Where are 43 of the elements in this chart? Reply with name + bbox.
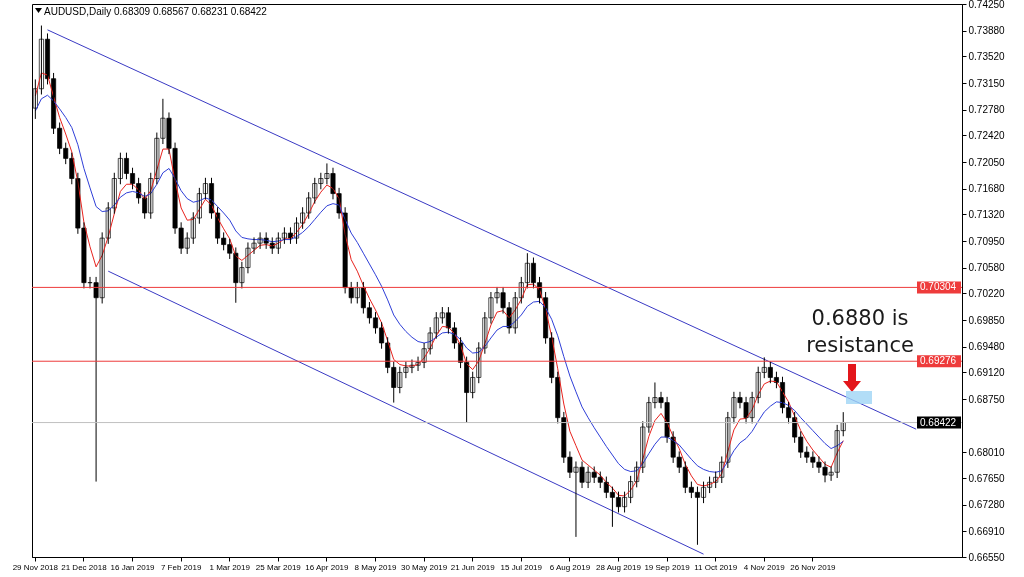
y-tick-label: 0.72050 <box>968 156 1006 168</box>
x-tick-label: 16 Jan 2019 <box>110 562 156 572</box>
x-tick-label: 26 Nov 2019 <box>790 562 837 572</box>
x-tick-label: 4 Nov 2019 <box>743 562 786 572</box>
ref-line-label: 0.69276 <box>920 355 957 367</box>
x-tick-label: 11 Oct 2019 <box>694 562 738 572</box>
y-tick-label: 0.73520 <box>968 50 1006 62</box>
ref-line-label: 0.68422 <box>920 416 957 428</box>
y-tick-label: 0.70950 <box>968 235 1006 247</box>
y-tick-label: 0.73880 <box>968 25 1006 37</box>
x-tick-label: 1 Mar 2019 <box>209 562 251 572</box>
annotation: 0.6880 is resistance <box>806 306 914 357</box>
x-tick-label: 30 May 2019 <box>400 562 448 572</box>
x-tick-label: 29 Nov 2018 <box>12 562 59 572</box>
y-tick-label: 0.70220 <box>968 287 1006 299</box>
y-tick-label: 0.70580 <box>968 262 1006 274</box>
x-tick-label: 21 Dec 2018 <box>61 562 108 572</box>
y-tick-label: 0.74250 <box>968 0 1006 10</box>
y-tick-label: 0.72780 <box>968 104 1006 116</box>
y-tick-label: 0.68750 <box>968 393 1006 405</box>
x-tick-label: 7 Feb 2019 <box>160 562 202 572</box>
x-tick-label: 15 Jul 2019 <box>500 562 543 572</box>
y-tick-label: 0.68010 <box>968 446 1006 458</box>
y-tick-label: 0.69120 <box>968 366 1006 378</box>
chart-title: AUDUSD,Daily 0.68309 0.68567 0.68231 0.68422 <box>44 6 268 17</box>
y-tick-label: 0.72420 <box>968 129 1006 141</box>
y-tick-label: 0.71320 <box>968 208 1006 220</box>
x-tick-label: 8 May 2019 <box>354 562 397 572</box>
y-tick-label: 0.67650 <box>968 472 1006 484</box>
x-tick-label: 19 Sep 2019 <box>644 562 691 572</box>
y-tick-label: 0.66910 <box>968 525 1006 537</box>
y-tick-label: 0.71680 <box>968 183 1006 195</box>
y-tick-label: 0.67280 <box>968 499 1006 511</box>
y-tick-label: 0.69850 <box>968 314 1006 326</box>
x-tick-label: 25 Mar 2019 <box>255 562 302 572</box>
ref-line-label: 0.70304 <box>920 281 957 293</box>
y-tick-label: 0.69480 <box>968 341 1006 353</box>
x-tick-label: 21 Jun 2019 <box>450 562 496 572</box>
x-tick-label: 16 Apr 2019 <box>305 562 350 572</box>
x-tick-label: 28 Aug 2019 <box>596 562 642 572</box>
y-tick-label: 0.73150 <box>968 77 1006 89</box>
x-tick-label: 6 Aug 2019 <box>549 562 591 572</box>
y-tick-label: 0.66550 <box>968 551 1006 563</box>
